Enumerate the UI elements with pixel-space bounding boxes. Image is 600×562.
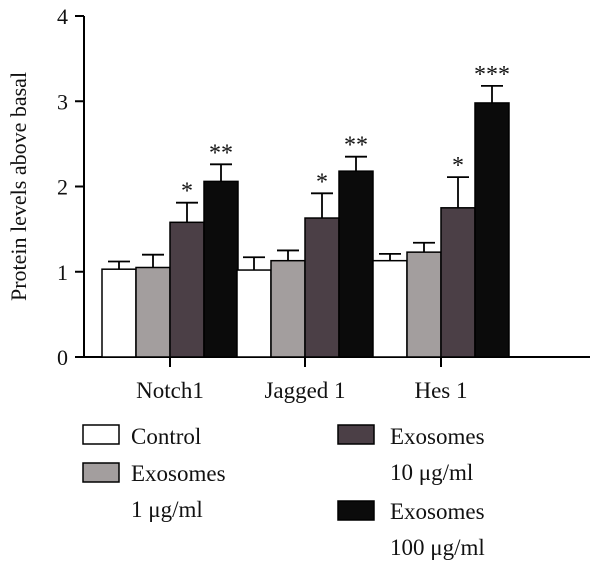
significance-marker: * [181,179,193,205]
y-tick-label: 1 [57,260,68,285]
y-tick-label: 3 [57,89,68,114]
error-bars [108,85,503,271]
significance-marker: ** [209,140,233,166]
bar-notch1-series-0 [101,268,137,358]
bar-jagged-1-series-0 [236,269,272,358]
bar-notch1-series-2 [169,221,205,358]
legend-item: Exosomes 100 μg/ml [337,499,485,560]
y-tick-label: 2 [57,175,68,200]
significance-marker: *** [474,62,510,88]
legend-item: Exosomes 10 μg/ml [337,424,485,485]
bar-notch1-series-1 [135,266,171,358]
legend-swatch [82,462,120,483]
bar-notch1-series-3 [203,180,239,358]
bar-hes-1-series-3 [474,102,510,358]
category-labels: Notch1 Jagged 1 Hes 1 [136,378,467,403]
category-label: Jagged 1 [264,378,345,403]
y-tick-label: 4 [57,4,68,29]
legend-swatch [337,500,375,521]
legend-label: 100 μg/ml [390,535,485,560]
legend-label: Control [131,424,201,449]
legend-item: Control [82,424,201,449]
bar-jagged-1-series-1 [270,259,306,358]
significance-marker: * [316,169,328,195]
legend-swatch [337,424,375,445]
legend-swatch [82,424,120,445]
legend-label: 1 μg/ml [131,497,203,522]
y-tick-label: 0 [57,345,68,370]
bar-jagged-1-series-2 [304,217,340,358]
legend-label: Exosomes [390,499,485,524]
bars [101,102,510,358]
significance-markers: ********** [181,62,510,205]
legend-label: 10 μg/ml [390,460,473,485]
bar-hes-1-series-1 [406,251,442,358]
y-axis-title: Protein levels above basal [6,72,31,301]
significance-marker: * [452,153,464,179]
bar-hes-1-series-2 [440,207,476,358]
legend-item: Exosomes 1 μg/ml [82,461,226,522]
bar-hes-1-series-0 [372,259,408,358]
category-label: Notch1 [136,378,204,403]
bar-jagged-1-series-3 [338,170,374,358]
legend-label: Exosomes [131,461,226,486]
category-label: Hes 1 [414,378,467,403]
significance-marker: ** [344,133,368,159]
legend-label: Exosomes [390,424,485,449]
